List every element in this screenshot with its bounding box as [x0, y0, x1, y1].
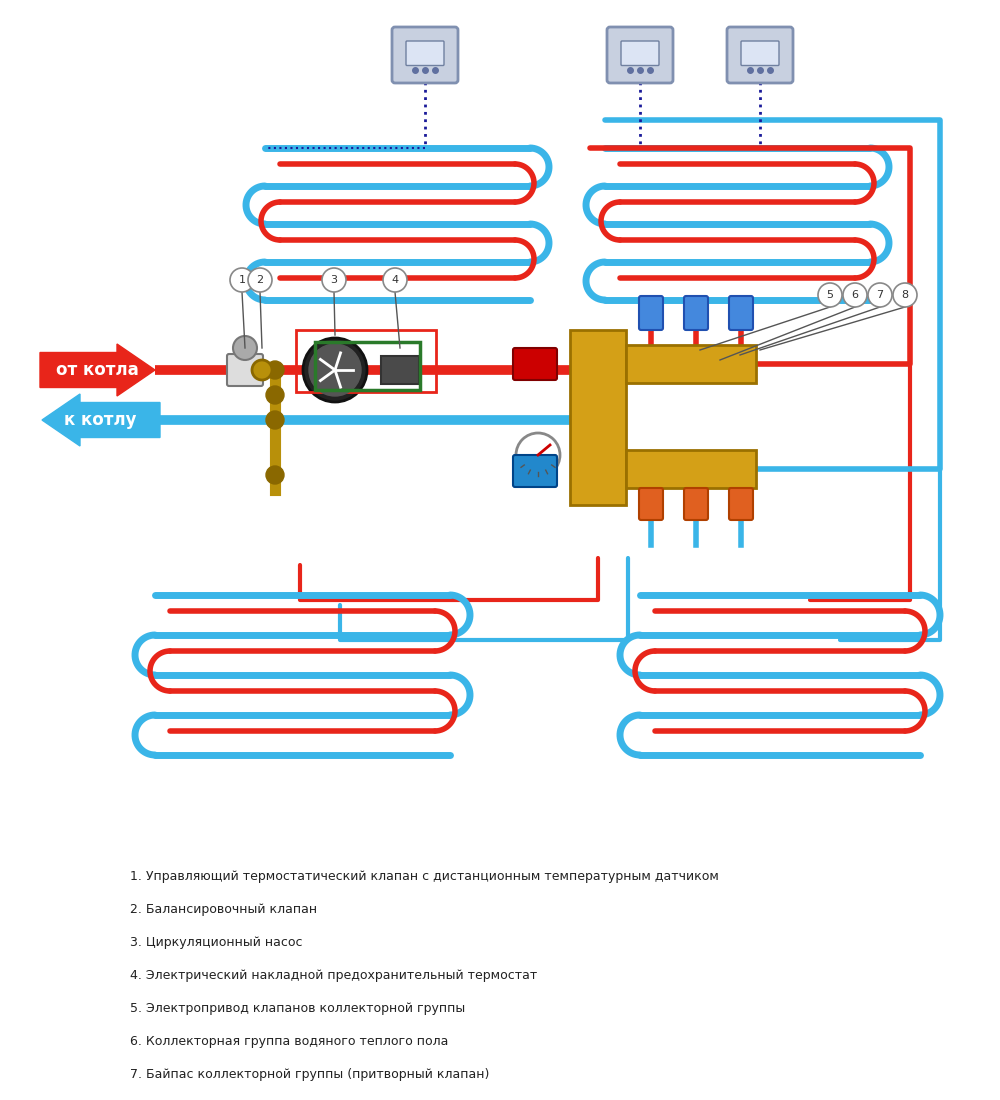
Circle shape [266, 361, 284, 379]
FancyArrow shape [42, 394, 160, 446]
FancyBboxPatch shape [381, 356, 419, 384]
FancyBboxPatch shape [639, 296, 663, 330]
Text: 3. Циркуляционный насос: 3. Циркуляционный насос [130, 936, 302, 949]
Text: 7. Байпас коллекторной группы (притворный клапан): 7. Байпас коллекторной группы (притворны… [130, 1068, 489, 1081]
Bar [296, 330, 436, 392]
Bar [626, 345, 756, 383]
Circle shape [383, 268, 407, 292]
Circle shape [868, 283, 892, 307]
Text: 1: 1 [239, 275, 246, 285]
Circle shape [843, 283, 867, 307]
Bar [315, 342, 420, 390]
Circle shape [266, 466, 284, 484]
Circle shape [266, 411, 284, 429]
Circle shape [516, 433, 560, 477]
FancyBboxPatch shape [607, 28, 673, 82]
FancyBboxPatch shape [729, 296, 753, 330]
Circle shape [309, 344, 361, 396]
FancyBboxPatch shape [639, 488, 663, 520]
Text: 8: 8 [901, 290, 909, 300]
Text: 3: 3 [330, 275, 338, 285]
Circle shape [818, 283, 842, 307]
Circle shape [248, 268, 272, 292]
Circle shape [322, 268, 346, 292]
Circle shape [893, 283, 917, 307]
Text: 5: 5 [826, 290, 834, 300]
FancyBboxPatch shape [513, 348, 557, 380]
FancyBboxPatch shape [684, 296, 708, 330]
Text: 4. Электрический накладной предохранительный термостат: 4. Электрический накладной предохранител… [130, 969, 537, 982]
Circle shape [266, 386, 284, 404]
Circle shape [303, 338, 367, 402]
FancyBboxPatch shape [729, 488, 753, 520]
Bar [626, 450, 756, 488]
FancyBboxPatch shape [727, 28, 793, 82]
Circle shape [233, 336, 257, 360]
Text: 1. Управляющий термостатический клапан с дистанционным температурным датчиком: 1. Управляющий термостатический клапан с… [130, 870, 719, 883]
FancyBboxPatch shape [392, 28, 458, 82]
Text: 6: 6 [852, 290, 858, 300]
FancyBboxPatch shape [406, 41, 444, 66]
Text: 5. Электропривод клапанов коллекторной группы: 5. Электропривод клапанов коллекторной г… [130, 1002, 465, 1015]
Circle shape [230, 268, 254, 292]
FancyBboxPatch shape [513, 455, 557, 487]
Circle shape [252, 360, 272, 379]
Text: 7: 7 [876, 290, 884, 300]
FancyBboxPatch shape [741, 41, 779, 66]
FancyBboxPatch shape [621, 41, 659, 66]
Text: от котла: от котла [56, 361, 138, 379]
FancyBboxPatch shape [227, 354, 263, 386]
Bar [570, 330, 626, 505]
Text: 2: 2 [256, 275, 264, 285]
Text: 6. Коллекторная группа водяного теплого пола: 6. Коллекторная группа водяного теплого … [130, 1035, 448, 1048]
Text: 4: 4 [391, 275, 399, 285]
FancyBboxPatch shape [684, 488, 708, 520]
FancyArrow shape [40, 344, 155, 396]
Text: 2. Балансировочный клапан: 2. Балансировочный клапан [130, 903, 317, 916]
Text: к котлу: к котлу [64, 411, 136, 429]
